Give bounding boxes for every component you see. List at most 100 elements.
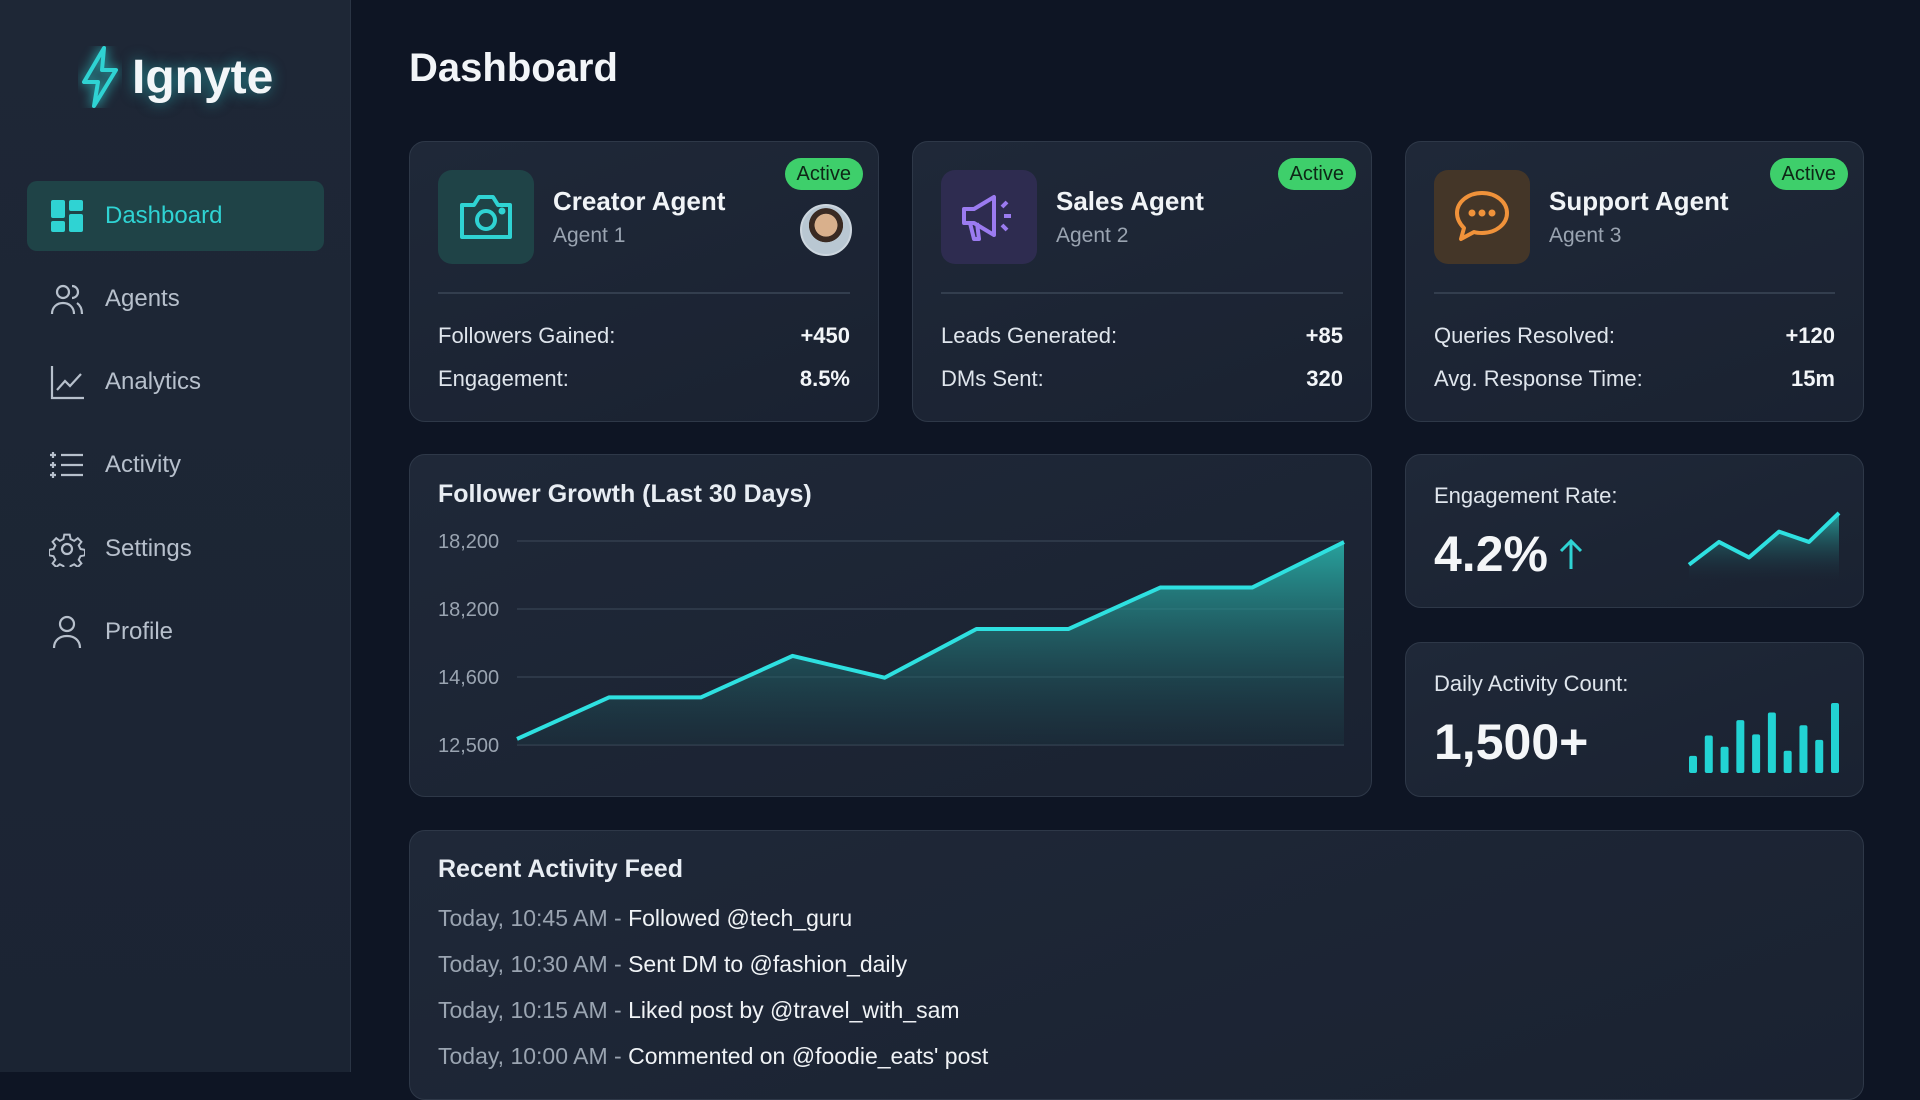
y-tick-label: 18,200: [438, 531, 499, 553]
feed-item[interactable]: Today, 10:15 AM - Liked post by @travel_…: [438, 997, 960, 1024]
activity-bar: [1721, 747, 1729, 773]
agent-subtitle: Agent 3: [1549, 224, 1621, 248]
arrow-up-icon: [1558, 537, 1584, 571]
stat-value: 320: [1306, 366, 1343, 392]
stat-row: Leads Generated: +85: [941, 323, 1343, 349]
stat-row: Engagement: 8.5%: [438, 366, 850, 392]
status-badge: Active: [1770, 158, 1848, 190]
activity-bar: [1815, 740, 1823, 773]
stat-row: Followers Gained: +450: [438, 323, 850, 349]
sidebar-item-label: Dashboard: [105, 202, 222, 230]
stat-value: +85: [1306, 323, 1343, 349]
agent-card-creator[interactable]: Creator Agent Agent 1 Active Followers G…: [409, 141, 879, 422]
feed-text: Liked post by @travel_with_sam: [628, 997, 959, 1023]
daily-activity-card: Daily Activity Count: 1,500+: [1405, 642, 1864, 797]
line-chart-icon: [49, 364, 85, 400]
y-tick-label: 12,500: [438, 735, 499, 757]
kpi-value: 1,500+: [1434, 713, 1588, 771]
list-icon: [49, 447, 85, 483]
status-badge: Active: [785, 158, 863, 190]
activity-bar: [1705, 735, 1713, 773]
agent-card-support[interactable]: Support Agent Agent 3 Active Queries Res…: [1405, 141, 1864, 422]
stat-row: Avg. Response Time: 15m: [1434, 366, 1835, 392]
activity-bar: [1799, 725, 1807, 773]
brand-name: Ignyte: [132, 50, 273, 105]
feed-item[interactable]: Today, 10:30 AM - Sent DM to @fashion_da…: [438, 951, 907, 978]
feed-title: Recent Activity Feed: [438, 855, 683, 884]
feed-text: Sent DM to @fashion_daily: [628, 951, 907, 977]
feed-time: Today, 10:45 AM: [438, 905, 608, 931]
engagement-rate-card: Engagement Rate: 4.2%: [1405, 454, 1864, 608]
follower-growth-chart: 18,200 18,200 14,600 12,500: [410, 455, 1373, 798]
camera-icon: [438, 170, 534, 264]
kpi-value: 4.2%: [1434, 525, 1548, 583]
stat-value: 15m: [1791, 366, 1835, 392]
sidebar-item-activity[interactable]: Activity: [27, 430, 324, 500]
kpi-label: Daily Activity Count:: [1434, 671, 1628, 697]
divider: [438, 292, 850, 294]
sidebar-item-analytics[interactable]: Analytics: [27, 347, 324, 417]
stat-value: 8.5%: [800, 366, 850, 392]
activity-bar: [1689, 756, 1697, 773]
activity-feed-card: Recent Activity Feed Today, 10:45 AM - F…: [409, 830, 1864, 1100]
stat-label: Avg. Response Time:: [1434, 366, 1643, 392]
feed-item[interactable]: Today, 10:00 AM - Commented on @foodie_e…: [438, 1043, 988, 1070]
activity-bar: [1736, 720, 1744, 773]
stat-row: Queries Resolved: +120: [1434, 323, 1835, 349]
feed-time: Today, 10:00 AM: [438, 1043, 608, 1069]
users-icon: [49, 281, 85, 317]
dashboard-grid-icon: [49, 198, 85, 234]
agent-name: Support Agent: [1549, 186, 1729, 217]
stat-value: +450: [800, 323, 850, 349]
activity-bar: [1831, 703, 1839, 773]
page-title: Dashboard: [409, 46, 618, 91]
feed-item[interactable]: Today, 10:45 AM - Followed @tech_guru: [438, 905, 852, 932]
engagement-sparkline: [1686, 505, 1842, 585]
lightning-bolt-icon: [78, 46, 122, 108]
feed-text: Followed @tech_guru: [628, 905, 852, 931]
feed-time: Today, 10:15 AM: [438, 997, 608, 1023]
logo[interactable]: Ignyte: [78, 46, 273, 108]
gear-icon: [49, 531, 85, 567]
sidebar-item-label: Analytics: [105, 368, 201, 396]
chat-bubble-icon: [1434, 170, 1530, 264]
sidebar-item-label: Profile: [105, 618, 173, 646]
agent-subtitle: Agent 2: [1056, 224, 1128, 248]
y-tick-label: 18,200: [438, 599, 499, 621]
agent-card-sales[interactable]: Sales Agent Agent 2 Active Leads Generat…: [912, 141, 1372, 422]
feed-time: Today, 10:30 AM: [438, 951, 608, 977]
feed-text: Commented on @foodie_eats' post: [628, 1043, 988, 1069]
y-tick-label: 14,600: [438, 667, 499, 689]
megaphone-icon: [941, 170, 1037, 264]
user-icon: [49, 614, 85, 650]
agent-name: Sales Agent: [1056, 186, 1204, 217]
sidebar-item-settings[interactable]: Settings: [27, 514, 324, 584]
stat-label: Queries Resolved:: [1434, 323, 1615, 349]
area-fill: [517, 542, 1344, 745]
divider: [1434, 292, 1835, 294]
activity-bar: [1752, 734, 1760, 773]
stat-row: DMs Sent: 320: [941, 366, 1343, 392]
avatar[interactable]: [800, 204, 852, 256]
status-badge: Active: [1278, 158, 1356, 190]
agent-name: Creator Agent: [553, 186, 725, 217]
stat-label: Engagement:: [438, 366, 569, 392]
sidebar-item-label: Activity: [105, 451, 181, 479]
sidebar-item-dashboard[interactable]: Dashboard: [27, 181, 324, 251]
sidebar: Ignyte Dashboard Agents Analytics Activi…: [0, 0, 351, 1072]
stat-label: Leads Generated:: [941, 323, 1117, 349]
sidebar-item-agents[interactable]: Agents: [27, 264, 324, 334]
divider: [941, 292, 1343, 294]
stat-label: DMs Sent:: [941, 366, 1044, 392]
activity-bar: [1784, 751, 1792, 773]
activity-bar: [1768, 713, 1776, 773]
daily-activity-bars: [1686, 693, 1842, 778]
stat-value: +120: [1785, 323, 1835, 349]
sidebar-item-profile[interactable]: Profile: [27, 597, 324, 667]
stat-label: Followers Gained:: [438, 323, 615, 349]
sidebar-item-label: Agents: [105, 285, 180, 313]
kpi-label: Engagement Rate:: [1434, 483, 1617, 509]
sidebar-item-label: Settings: [105, 535, 192, 563]
agent-subtitle: Agent 1: [553, 224, 625, 248]
